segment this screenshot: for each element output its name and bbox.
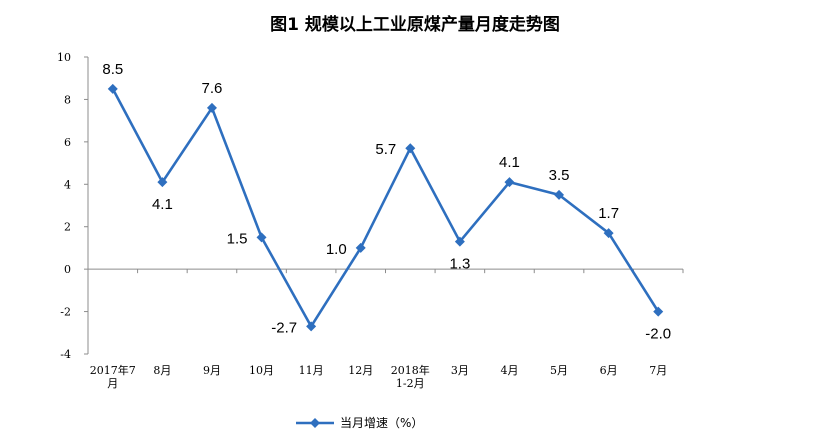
legend-label: 当月增速（%） bbox=[340, 416, 423, 430]
y-tick-label: 4 bbox=[64, 178, 71, 191]
data-point bbox=[603, 228, 614, 239]
data-label: 7.6 bbox=[202, 80, 223, 97]
data-labels: 8.5 4.1 7.6 1.5 -2.7 1.0 5.7 1.3 4.1 3.5 1.7 -2.0 bbox=[102, 61, 671, 343]
legend-marker bbox=[310, 418, 320, 428]
x-tick-label: 8月 bbox=[153, 364, 171, 377]
data-point bbox=[256, 232, 267, 243]
axes: 10 8 6 4 2 0 -2 -4 2017年7 月 8月 9月 10月 11月 12月 2018年 1-2月… bbox=[57, 51, 684, 390]
y-tick-label: -2 bbox=[60, 306, 71, 319]
x-tick-label: 10月 bbox=[249, 364, 274, 377]
data-point bbox=[157, 177, 168, 188]
data-label: 3.5 bbox=[549, 167, 570, 184]
x-tick-label: 5月 bbox=[550, 364, 568, 377]
y-tick-label: 8 bbox=[64, 93, 71, 106]
x-tick-label: 7月 bbox=[649, 364, 667, 377]
x-tick-label: 11月 bbox=[299, 364, 324, 377]
data-point bbox=[554, 189, 565, 200]
series-group bbox=[107, 83, 664, 332]
y-tick-label: 6 bbox=[64, 136, 71, 149]
data-label: 1.7 bbox=[598, 205, 619, 222]
data-label: 1.0 bbox=[326, 241, 347, 258]
data-point bbox=[206, 102, 217, 113]
data-label: 4.1 bbox=[499, 154, 520, 171]
data-label: -2.0 bbox=[645, 326, 671, 343]
data-label: 1.3 bbox=[449, 256, 470, 273]
y-tick-label: 2 bbox=[64, 221, 71, 234]
y-tick-label: -4 bbox=[60, 348, 71, 361]
data-point bbox=[306, 321, 317, 332]
x-tick-label: 12月 bbox=[348, 364, 373, 377]
data-point bbox=[107, 83, 118, 94]
x-tick-label: 2018年 1-2月 bbox=[391, 363, 430, 390]
y-tick-label: 10 bbox=[57, 51, 71, 64]
x-tick-label: 3月 bbox=[451, 364, 469, 377]
data-point bbox=[653, 306, 664, 317]
data-point bbox=[504, 177, 515, 188]
data-label: 8.5 bbox=[102, 61, 123, 78]
y-tick-label: 0 bbox=[64, 263, 71, 276]
x-tick-label: 6月 bbox=[600, 364, 618, 377]
x-tick-label: 2017年7 月 bbox=[90, 363, 136, 390]
legend: 当月增速（%） bbox=[296, 416, 423, 430]
data-point bbox=[405, 143, 416, 154]
data-label: 4.1 bbox=[152, 196, 173, 213]
x-tick-label: 4月 bbox=[500, 364, 518, 377]
data-point bbox=[355, 242, 366, 253]
x-tick-label: 9月 bbox=[203, 364, 221, 377]
data-label: -2.7 bbox=[271, 319, 297, 336]
series-line bbox=[111, 88, 660, 328]
data-label: 1.5 bbox=[227, 230, 248, 247]
data-label: 5.7 bbox=[375, 141, 396, 158]
chart-title: 图1 规模以上工业原煤产量月度走势图 bbox=[270, 14, 560, 35]
data-point bbox=[454, 236, 465, 247]
